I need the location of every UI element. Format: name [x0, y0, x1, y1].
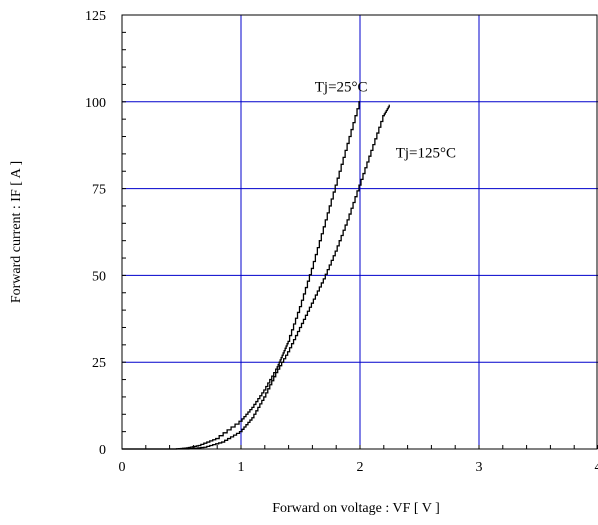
- plot-frame: [121, 14, 598, 450]
- y-tick-label: 25: [92, 356, 106, 371]
- x-tick-labels: 0 1 2 3 4: [119, 460, 598, 475]
- y-tick-label: 0: [99, 443, 106, 458]
- y-axis-title: Forward current : IF [ A ]: [9, 161, 24, 303]
- y-tick-label: 100: [85, 96, 106, 111]
- x-axis-title: Forward on voltage : VF [ V ]: [272, 501, 440, 516]
- y-tick-label: 125: [85, 9, 106, 24]
- annotation-label-1: Tj=125°C: [396, 145, 456, 161]
- series-line-1: [122, 104, 390, 450]
- x-tick-label: 0: [119, 460, 126, 475]
- x-tick-label: 1: [238, 460, 245, 475]
- y-tick-label: 50: [92, 269, 106, 284]
- x-tick-label: 2: [357, 460, 364, 475]
- series-line-0: [122, 101, 360, 450]
- minor-ticks: [121, 14, 598, 450]
- annotations: Tj=25°C Tj=125°C: [315, 79, 456, 161]
- x-tick-label: 3: [476, 460, 483, 475]
- y-tick-label: 75: [92, 183, 106, 198]
- curves: [122, 101, 390, 450]
- annotation-label-0: Tj=25°C: [315, 79, 368, 95]
- x-tick-label: 4: [595, 460, 598, 475]
- y-tick-labels: 0 25 50 75 100 125: [85, 9, 106, 458]
